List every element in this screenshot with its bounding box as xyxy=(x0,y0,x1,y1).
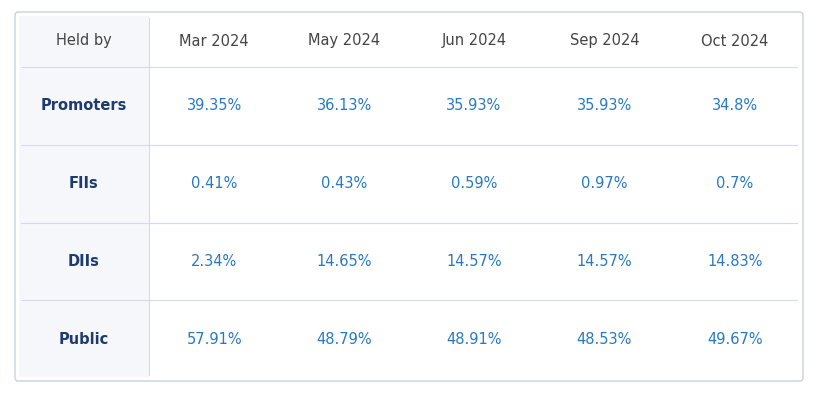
Bar xyxy=(19,16,150,377)
Text: Oct 2024: Oct 2024 xyxy=(702,33,769,48)
Text: 0.97%: 0.97% xyxy=(581,176,627,191)
Text: Public: Public xyxy=(59,332,109,347)
Text: 36.13%: 36.13% xyxy=(316,98,372,113)
Text: 34.8%: 34.8% xyxy=(712,98,758,113)
Text: 14.57%: 14.57% xyxy=(446,254,502,269)
Text: DIIs: DIIs xyxy=(68,254,100,269)
Text: 0.43%: 0.43% xyxy=(321,176,367,191)
Text: 48.53%: 48.53% xyxy=(577,332,632,347)
Text: Jun 2024: Jun 2024 xyxy=(441,33,507,48)
Text: Held by: Held by xyxy=(56,33,112,48)
Text: 49.67%: 49.67% xyxy=(708,332,763,347)
Text: FIIs: FIIs xyxy=(69,176,99,191)
Text: 48.91%: 48.91% xyxy=(446,332,502,347)
Text: 14.83%: 14.83% xyxy=(708,254,763,269)
Text: 0.41%: 0.41% xyxy=(191,176,238,191)
Text: 57.91%: 57.91% xyxy=(186,332,242,347)
Text: 0.7%: 0.7% xyxy=(717,176,754,191)
Text: 35.93%: 35.93% xyxy=(577,98,632,113)
Text: 2.34%: 2.34% xyxy=(191,254,238,269)
Text: Sep 2024: Sep 2024 xyxy=(569,33,640,48)
Text: 14.65%: 14.65% xyxy=(316,254,372,269)
FancyBboxPatch shape xyxy=(15,12,803,381)
Text: 14.57%: 14.57% xyxy=(577,254,632,269)
Text: Promoters: Promoters xyxy=(41,98,127,113)
Text: 0.59%: 0.59% xyxy=(451,176,497,191)
Text: 39.35%: 39.35% xyxy=(186,98,242,113)
Text: 35.93%: 35.93% xyxy=(446,98,502,113)
Text: Mar 2024: Mar 2024 xyxy=(180,33,249,48)
Text: May 2024: May 2024 xyxy=(308,33,380,48)
Text: 48.79%: 48.79% xyxy=(316,332,372,347)
